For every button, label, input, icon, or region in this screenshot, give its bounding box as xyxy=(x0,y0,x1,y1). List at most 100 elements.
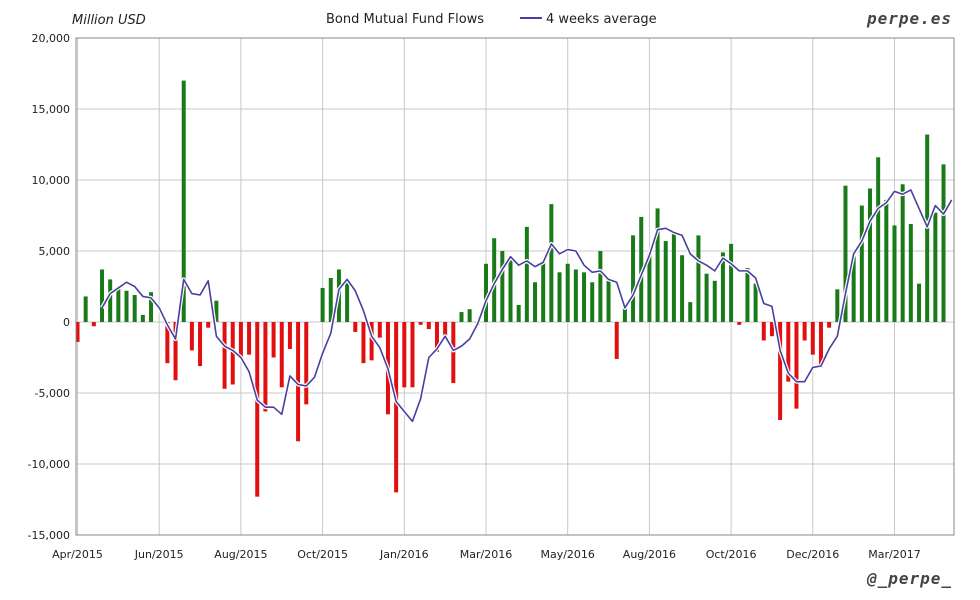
bar xyxy=(745,268,750,322)
bar xyxy=(100,269,105,322)
watermark-bottom: @_perpe_ xyxy=(866,569,952,588)
bar xyxy=(851,256,856,322)
bar xyxy=(271,322,276,358)
bar xyxy=(467,309,472,322)
bar xyxy=(377,322,382,338)
y-tick-label: 5,000 xyxy=(39,245,71,258)
y-tick-label: -5,000 xyxy=(35,387,70,400)
bar xyxy=(671,232,676,322)
bar xyxy=(794,322,799,409)
bar xyxy=(91,322,96,327)
bar xyxy=(606,280,611,322)
bar xyxy=(222,322,227,389)
x-tick-label: Oct/2016 xyxy=(706,548,757,561)
bar xyxy=(198,322,203,367)
bar xyxy=(810,322,815,355)
x-tick-label: Aug/2016 xyxy=(623,548,676,561)
bar xyxy=(140,314,145,322)
bar xyxy=(75,322,80,342)
bar xyxy=(149,292,154,322)
bar xyxy=(941,164,946,322)
bar xyxy=(884,199,889,322)
y-tick-label: -15,000 xyxy=(28,529,70,542)
bar xyxy=(214,300,219,322)
bar xyxy=(484,263,488,322)
bar xyxy=(573,269,578,322)
y-tick-label: 0 xyxy=(63,316,70,329)
bar xyxy=(394,322,399,493)
bar xyxy=(165,322,170,364)
bar xyxy=(524,226,529,322)
bar xyxy=(802,322,807,341)
bar xyxy=(541,260,546,322)
bar xyxy=(508,256,513,322)
bar xyxy=(132,295,137,322)
bar xyxy=(761,322,766,341)
bar xyxy=(533,282,538,322)
legend-label-average: 4 weeks average xyxy=(546,12,657,27)
bar xyxy=(598,251,603,322)
bar xyxy=(769,322,774,337)
plot-frame xyxy=(75,37,955,536)
y-tick-label: 15,000 xyxy=(32,103,71,116)
bar xyxy=(917,283,922,322)
bar xyxy=(778,322,783,420)
bar xyxy=(688,302,693,322)
y-axis-ticks: 20,000 15,000 10,000 5,000 0 -5,000 -10,000 -15… xyxy=(28,32,70,542)
bar xyxy=(83,296,88,322)
bar xyxy=(451,322,456,384)
bar xyxy=(189,322,194,351)
bar xyxy=(590,282,595,322)
bar xyxy=(818,322,823,368)
bar xyxy=(320,287,325,322)
bar xyxy=(933,212,938,322)
bar xyxy=(582,272,587,322)
bar xyxy=(516,304,521,322)
bar xyxy=(263,322,268,412)
bar xyxy=(908,224,913,322)
bar xyxy=(729,243,734,322)
bar xyxy=(230,322,235,385)
x-tick-label: May/2016 xyxy=(540,548,594,561)
bar xyxy=(753,283,758,322)
average-line-group xyxy=(100,187,954,424)
bar xyxy=(328,277,333,322)
bar xyxy=(639,216,644,322)
bar xyxy=(614,322,619,359)
x-tick-label: Jan/2016 xyxy=(379,548,429,561)
x-tick-label: Dec/2016 xyxy=(786,548,839,561)
bar xyxy=(434,322,439,352)
x-tick-label: Oct/2015 xyxy=(297,548,348,561)
chart-title: Bond Mutual Fund Flows xyxy=(326,12,484,27)
bar xyxy=(859,205,864,322)
bar xyxy=(835,289,840,322)
bars-group xyxy=(75,80,946,497)
bar xyxy=(712,280,717,322)
bar xyxy=(663,241,668,322)
bar xyxy=(549,204,554,322)
watermark-top: perpe.es xyxy=(866,9,952,28)
x-tick-label: Apr/2015 xyxy=(52,548,103,561)
bar xyxy=(720,252,725,322)
bar xyxy=(353,322,358,332)
y-tick-label: 10,000 xyxy=(32,174,71,187)
average-line xyxy=(101,189,953,423)
bar xyxy=(459,312,464,322)
bar xyxy=(892,225,897,322)
bar xyxy=(279,322,284,388)
x-tick-label: Mar/2016 xyxy=(460,548,512,561)
y-tick-label: -10,000 xyxy=(28,458,70,471)
bar xyxy=(255,322,260,497)
bar xyxy=(500,251,505,322)
bar xyxy=(680,255,685,322)
bar xyxy=(287,322,292,349)
bar xyxy=(622,304,627,322)
bar xyxy=(737,322,742,325)
bar xyxy=(247,322,252,355)
bar xyxy=(843,185,848,322)
bar xyxy=(402,322,407,388)
bar xyxy=(786,322,791,382)
bar xyxy=(704,273,709,322)
bar xyxy=(443,322,448,340)
